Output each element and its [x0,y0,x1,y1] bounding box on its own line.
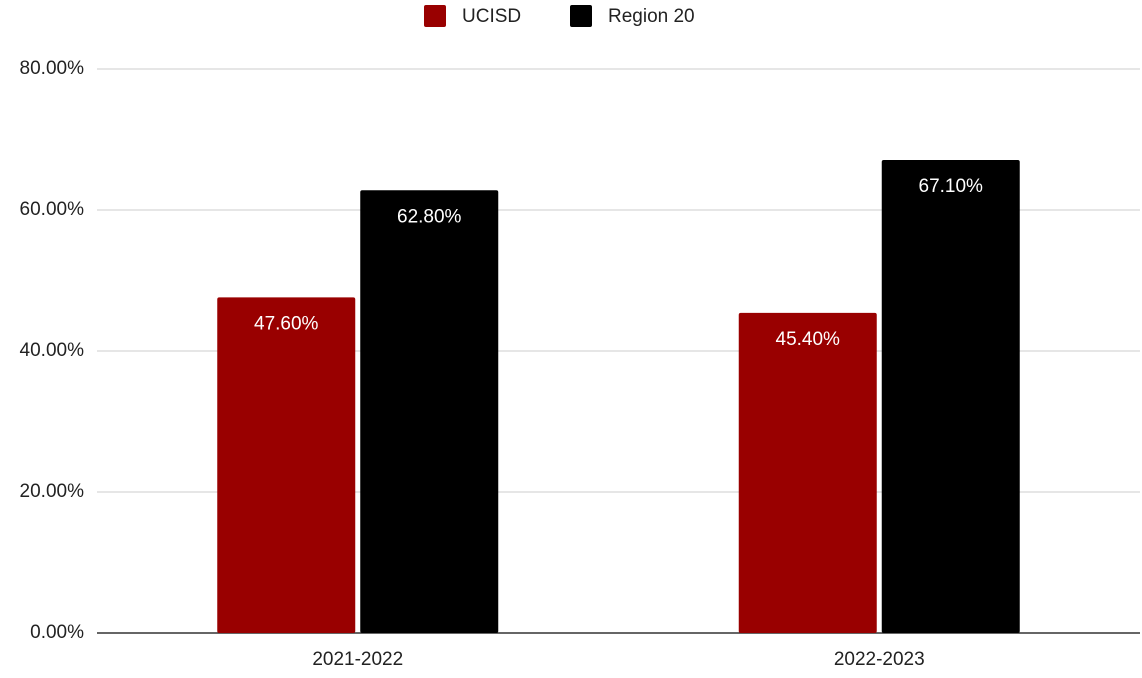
x-tick-label: 2021-2022 [312,649,403,670]
bar [217,297,356,633]
bar [738,312,877,633]
bar [881,159,1020,633]
y-tick-label: 0.00% [30,622,84,643]
data-label: 67.10% [919,176,984,197]
y-tick-label: 40.00% [20,340,85,361]
data-label: 62.80% [397,206,462,227]
legend-swatch [424,5,446,27]
legend-swatch [570,5,592,27]
legend-label: Region 20 [608,6,695,27]
legend-label: UCISD [462,6,521,27]
bar [360,190,499,633]
data-label: 45.40% [776,329,841,350]
y-tick-label: 80.00% [20,58,85,79]
x-tick-label: 2022-2023 [834,649,925,670]
y-tick-label: 60.00% [20,199,85,220]
y-tick-label: 20.00% [20,481,85,502]
data-label: 47.60% [254,313,319,334]
